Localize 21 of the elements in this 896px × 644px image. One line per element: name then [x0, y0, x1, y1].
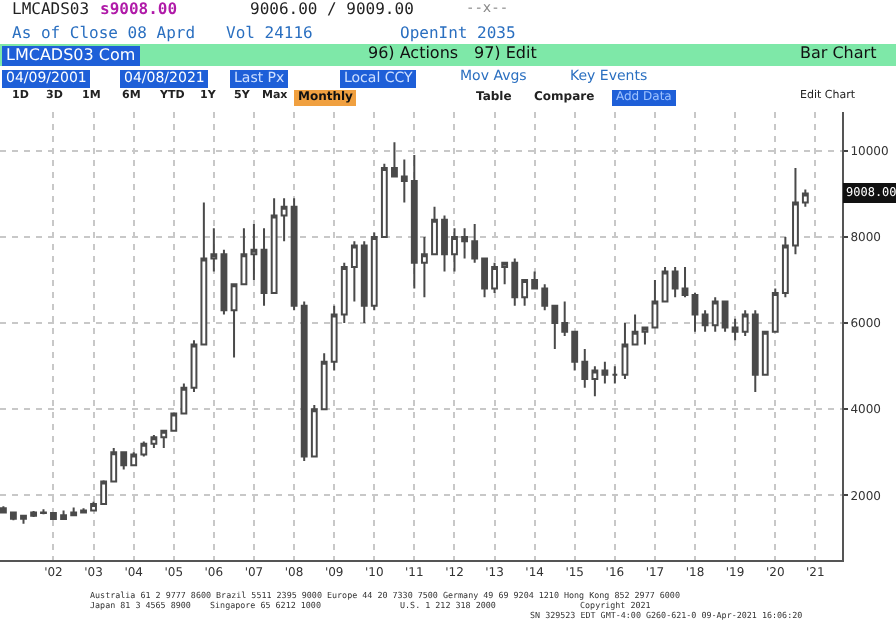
text: As of Close 08 Aprd	[12, 24, 196, 42]
text: 96) Actions	[368, 44, 459, 62]
text: Vol 24116	[226, 24, 313, 42]
candlestick	[651, 279, 659, 329]
text: s9008.00	[100, 0, 178, 18]
text: OpenInt 2035	[400, 24, 516, 42]
text: 97) Edit	[474, 44, 537, 62]
candlestick	[250, 223, 258, 281]
text: 9006.00 / 9009.00	[250, 0, 414, 18]
text: LMCADS03 Com	[2, 46, 140, 66]
candlestick	[611, 365, 619, 385]
candlestick	[240, 227, 248, 286]
text: LMCADS03	[12, 0, 90, 18]
candlestick	[691, 291, 699, 333]
candlestick	[260, 227, 268, 307]
candlestick	[230, 283, 238, 359]
candlestick	[641, 326, 649, 346]
candlestick	[661, 266, 669, 303]
candlestick	[631, 313, 639, 346]
candlestick	[621, 322, 629, 381]
text: Bar Chart	[800, 44, 877, 62]
